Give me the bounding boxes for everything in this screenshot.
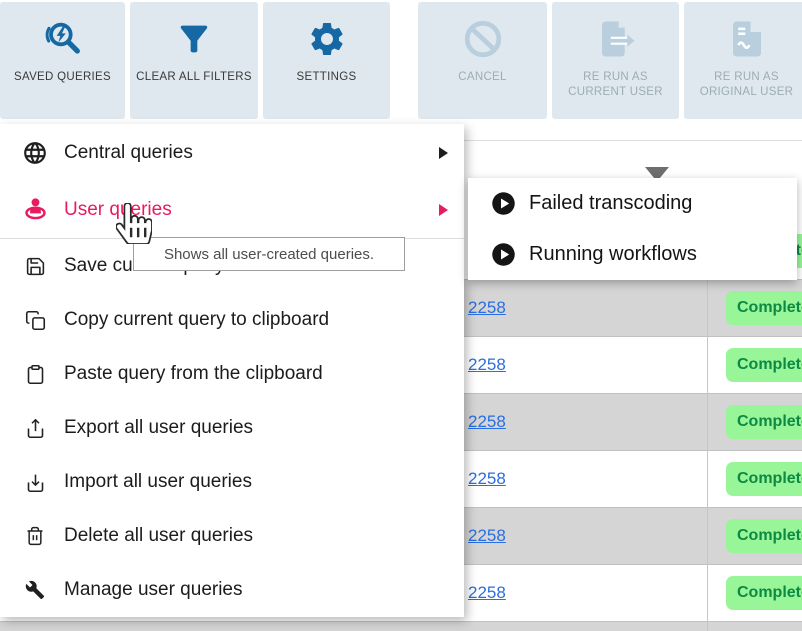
gear-icon [307,10,347,68]
user-pin-icon [20,196,50,223]
play-circle-icon [490,241,517,268]
menu-item-label: Delete all user queries [64,525,254,546]
tooltip: Shows all user-created queries. [133,237,405,271]
table-column-divider [707,223,708,631]
menu-item-label: Import all user queries [64,471,252,492]
menu-item-label: Copy current query to clipboard [64,309,330,330]
filter-icon [174,10,214,68]
rerun-as-original-user-button[interactable]: RE RUN AS ORIGINAL USER [684,2,802,119]
copy-icon [20,310,50,331]
header-divider-line [464,140,802,141]
user-queries-submenu: Failed transcoding Running workflows [468,178,797,280]
submenu-item-label: Failed transcoding [529,192,693,214]
clear-all-filters-button[interactable]: CLEAR ALL FILTERS [130,2,258,119]
status-badge: Completed [726,519,802,553]
table-row [0,622,802,631]
menu-item-label: Paste query from the clipboard [64,363,323,384]
row-id-link[interactable]: 2258 [468,583,506,602]
clipboard-icon [20,364,50,385]
cancel-button[interactable]: CANCEL [418,2,547,119]
row-id-link[interactable]: 2258 [468,298,506,317]
wrench-icon [20,580,50,600]
submenu-item-label: Running workflows [529,243,697,265]
import-icon [20,472,50,493]
column-filter-icon[interactable] [645,167,669,178]
toolbar-button-label: SETTINGS [296,71,357,83]
saved-queries-menu: Central queries User queries [0,124,464,617]
submenu-item-running-workflows[interactable]: Running workflows [468,229,797,280]
submenu-arrow-icon [439,203,448,216]
document-arrow-icon [595,10,637,68]
cancel-icon [461,10,505,68]
menu-item-manage-user-queries[interactable]: Manage user queries [0,563,464,617]
submenu-arrow-icon [439,146,448,159]
row-id-link[interactable]: 2258 [468,412,506,431]
menu-item-paste-query[interactable]: Paste query from the clipboard [0,347,464,401]
menu-item-label: Manage user queries [64,579,243,600]
export-icon [20,418,50,439]
menu-item-export-user-queries[interactable]: Export all user queries [0,401,464,455]
saved-queries-icon [43,10,83,68]
status-badge: Completed [726,348,802,382]
menu-item-user-queries[interactable]: User queries [0,181,464,238]
menu-item-central-queries[interactable]: Central queries [0,124,464,181]
saved-queries-button[interactable]: SAVED QUERIES [0,2,125,119]
toolbar-button-label: CANCEL [458,71,507,83]
menu-item-label: User queries [64,198,172,220]
document-log-icon [726,10,768,68]
status-badge: Completed [726,405,802,439]
play-circle-icon [490,190,517,217]
menu-item-copy-current-query[interactable]: Copy current query to clipboard [0,293,464,347]
status-badge: Completed [726,576,802,610]
toolbar-button-label: SAVED QUERIES [14,71,111,83]
settings-button[interactable]: SETTINGS [263,2,390,119]
rerun-as-current-user-button[interactable]: RE RUN AS CURRENT USER [552,2,679,119]
status-badge: Completed [726,462,802,496]
trash-icon [20,526,50,546]
menu-item-label: Central queries [64,141,193,163]
save-icon [20,256,50,277]
submenu-item-failed-transcoding[interactable]: Failed transcoding [468,178,797,229]
toolbar-button-label: RE RUN AS CURRENT USER [568,71,663,98]
menu-item-import-user-queries[interactable]: Import all user queries [0,455,464,509]
toolbar-button-label: RE RUN AS ORIGINAL USER [699,71,794,98]
toolbar-button-label: CLEAR ALL FILTERS [136,71,252,83]
row-id-link[interactable]: 2258 [468,469,506,488]
row-id-link[interactable]: 2258 [468,355,506,374]
row-id-link[interactable]: 2258 [468,526,506,545]
status-badge: Completed [726,291,802,325]
menu-item-label: Export all user queries [64,417,254,438]
menu-item-delete-user-queries[interactable]: Delete all user queries [0,509,464,563]
globe-icon [20,140,50,166]
